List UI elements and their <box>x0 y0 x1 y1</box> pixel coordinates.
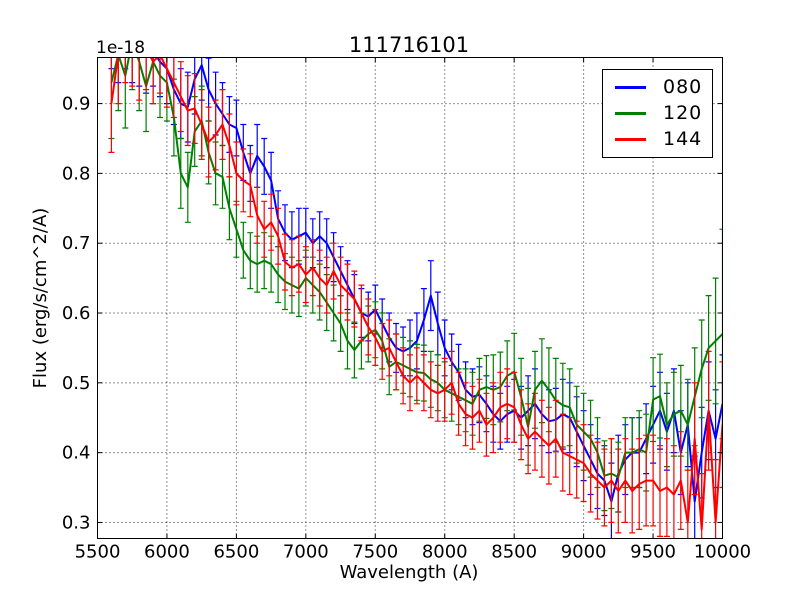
legend-label: 120 <box>663 101 703 124</box>
legend-line-swatch <box>615 86 646 90</box>
axis-ticks <box>97 57 723 539</box>
legend-line-swatch <box>615 137 646 141</box>
series-144-line <box>110 57 723 531</box>
x-tick-label: 10000 <box>694 542 751 563</box>
tick-labels: 5500 6000 6500 7000 7500 8000 8500 9000 9500 1000… <box>62 94 751 563</box>
y-tick-label: 0.6 <box>62 303 91 324</box>
x-tick-label: 8500 <box>491 542 537 563</box>
x-tick-label: 7000 <box>283 542 329 563</box>
y-axis-label: Flux (erg/s/cm^2/A) <box>30 208 51 389</box>
legend-row: 144 <box>615 127 712 150</box>
y-offset-label: 1e-18 <box>96 38 145 58</box>
y-tick-label: 0.7 <box>62 233 91 254</box>
legend-label: 080 <box>663 76 703 99</box>
y-tick-label: 0.8 <box>62 163 91 184</box>
x-tick-label: 9500 <box>630 542 676 563</box>
legend-row: 080 <box>615 78 712 97</box>
y-tick-label: 0.5 <box>62 373 91 394</box>
legend-row: 120 <box>615 101 712 124</box>
x-tick-label: 9000 <box>561 542 607 563</box>
axes-frame <box>97 57 723 539</box>
y-tick-label: 0.3 <box>62 512 91 533</box>
legend-line-swatch <box>615 111 646 115</box>
legend-label: 144 <box>663 127 703 150</box>
x-tick-label: 7500 <box>352 542 398 563</box>
y-tick-label: 0.9 <box>62 94 91 115</box>
y-tick-label: 0.4 <box>62 443 91 464</box>
x-tick-label: 6500 <box>213 542 259 563</box>
chart-title: 111716101 <box>349 33 469 57</box>
data-series <box>108 57 723 539</box>
legend: 080 120 144 <box>602 69 713 158</box>
x-axis-label: Wavelength (A) <box>340 562 479 583</box>
x-tick-label: 6000 <box>144 542 190 563</box>
x-tick-label: 5500 <box>75 542 121 563</box>
x-tick-label: 8000 <box>422 542 468 563</box>
